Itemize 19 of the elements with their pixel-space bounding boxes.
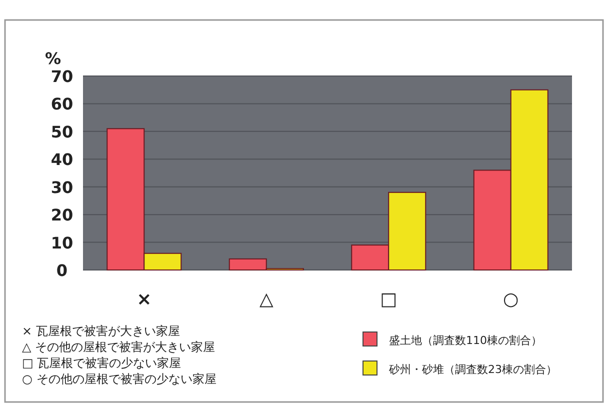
y-axis-title: % — [45, 49, 62, 68]
text: × 瓦屋根で被害が大きい家屋 — [22, 324, 180, 338]
y-tick-label: 50 — [50, 122, 74, 142]
text: △ その他の屋根で被害が大きい家屋 — [22, 340, 216, 354]
y-tick-label: 60 — [50, 94, 74, 114]
y-tick-label: 40 — [50, 150, 74, 170]
x-tick-label: □ — [380, 289, 398, 310]
legend-label: 砂州・砂堆（調査数23棟の割合） — [388, 363, 557, 376]
y-tick-label: 0 — [56, 261, 68, 280]
y-tick-label: 10 — [50, 233, 74, 252]
text: □ 瓦屋根で被害の少ない家屋 — [22, 356, 182, 370]
y-tick-label: 30 — [50, 178, 74, 197]
x-tick-label: △ — [259, 289, 274, 310]
x-tick-label: × — [136, 289, 152, 310]
y-tick-label: 70 — [50, 67, 74, 86]
legend-label: 盛土地（調査数110棟の割合） — [389, 334, 542, 347]
y-tick-label: 20 — [50, 206, 74, 225]
x-tick-label: ○ — [503, 289, 519, 310]
text: ○ その他の屋根で被害の少ない家屋 — [22, 372, 216, 386]
